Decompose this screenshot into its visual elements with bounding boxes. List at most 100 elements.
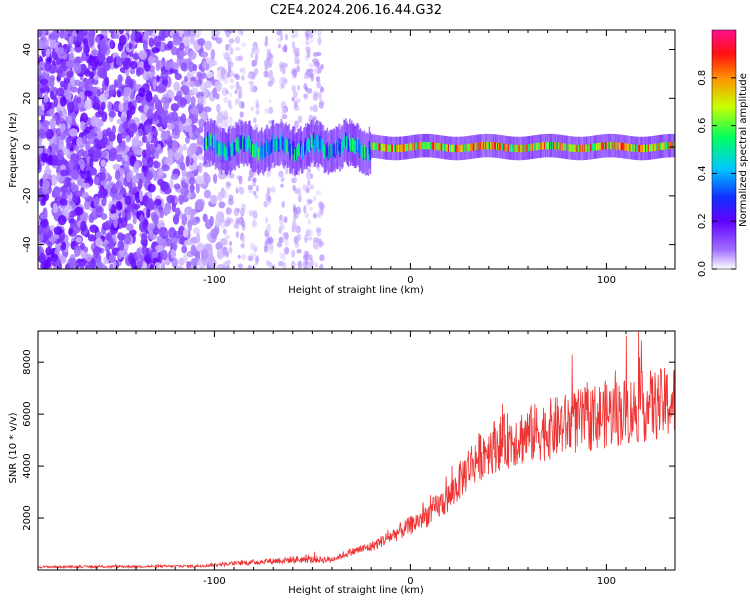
- spectrogram-sparse-cell: [240, 243, 245, 248]
- spectrogram-signal-core: [368, 141, 371, 155]
- spectrogram-noise-cell: [170, 103, 179, 112]
- spectrogram-noise-cell: [44, 39, 49, 49]
- spectrogram-noise-cell: [197, 126, 204, 134]
- spectrogram-signal-core: [607, 141, 610, 150]
- spectrogram-signal-core: [638, 144, 640, 153]
- spectrogram-sparse-cell: [237, 254, 241, 259]
- spectrogram-sparse-cell: [309, 173, 314, 180]
- spectrogram-noise-cell: [161, 181, 170, 190]
- spectrogram-noise-cell: [95, 237, 103, 247]
- spectrogram-sparse-cell: [228, 38, 235, 44]
- spectrogram-signal-core: [634, 144, 636, 152]
- spectrogram-sparse-cell: [229, 116, 233, 125]
- spectrogram-signal-core: [463, 144, 466, 152]
- spectrogram-signal-core: [656, 143, 659, 151]
- spectrogram-signal-core: [409, 143, 412, 151]
- spectrogram-signal-core: [301, 145, 303, 160]
- spectrogram-signal-core: [440, 143, 442, 151]
- spectrogram-noise-cell: [128, 78, 134, 90]
- spectrogram-sparse-cell: [265, 237, 271, 246]
- spectrogram-noise-cell: [80, 220, 87, 232]
- spectrogram-sparse-cell: [266, 186, 271, 195]
- spectrogram-signal-core: [645, 144, 648, 152]
- spectrogram-noise-cell: [43, 259, 50, 269]
- spectrogram-noise-cell: [100, 159, 106, 168]
- spectrogram-sparse-cell: [222, 264, 227, 269]
- spectrogram-signal-core: [654, 143, 657, 151]
- spectrogram-signal-core: [390, 144, 392, 153]
- spectrogram-signal-core: [213, 134, 216, 148]
- spectrogram-signal-core: [669, 141, 672, 150]
- spectrogram-sparse-cell: [308, 63, 314, 68]
- spectrogram-noise-cell: [168, 111, 175, 124]
- snr-axes: -100 0 100 2000 4000 6000 8000: [22, 331, 675, 587]
- spectrogram-signal-core: [477, 142, 480, 150]
- spectrogram-signal-core: [596, 143, 599, 151]
- spectrogram-noise-cell: [73, 62, 82, 74]
- spectrogram-noise-cell: [40, 219, 48, 229]
- spectrogram-noise-cell: [91, 64, 97, 71]
- spectrogram-signal-core: [351, 138, 354, 152]
- spectrogram-sparse-cell: [284, 246, 290, 255]
- spectrogram-noise-cell: [142, 238, 148, 248]
- spectrogram-sparse-cell: [265, 200, 270, 206]
- spectrogram-signal-core: [619, 142, 622, 150]
- spectrogram-signal-core: [206, 132, 209, 146]
- spectrogram-signal-core: [597, 142, 600, 151]
- spectrogram-signal-core: [495, 142, 497, 150]
- spectrogram-noise-cell: [195, 175, 205, 185]
- spectrogram-sparse-cell: [237, 86, 243, 93]
- spectrogram-signal-core: [559, 142, 562, 151]
- spectrogram-noise-cell: [68, 159, 75, 169]
- spectrogram-noise-cell: [111, 125, 116, 135]
- spectrogram-noise-cell: [182, 228, 189, 238]
- spectrogram-noise-cell: [151, 112, 159, 122]
- spectrogram-signal-core: [558, 142, 561, 151]
- spectrogram-noise-cell: [203, 173, 211, 185]
- spectrogram-noise-cell: [179, 42, 185, 51]
- spectrogram-signal-core: [314, 136, 317, 150]
- spectrogram-sparse-cell: [251, 219, 257, 228]
- spectrogram-signal-core: [311, 134, 314, 149]
- spectrogram-noise-cell: [51, 259, 58, 267]
- spectrogram-signal-core: [500, 143, 503, 151]
- spectrogram-noise-cell: [81, 30, 88, 36]
- spectrogram-sparse-cell: [315, 190, 322, 196]
- spectrogram-noise-cell: [42, 192, 50, 201]
- spectrogram-noise-cell: [100, 179, 106, 187]
- spectrogram-signal-core: [310, 134, 313, 148]
- spectrogram-sparse-cell: [263, 245, 269, 253]
- spectrogram-noise-cell: [179, 162, 186, 171]
- spectrogram-sparse-cell: [291, 224, 296, 230]
- spectrogram-noise-cell: [183, 117, 193, 128]
- spectrogram-noise-cell: [185, 155, 190, 168]
- spectrogram-signal-core: [484, 141, 486, 150]
- spectrogram-signal-core: [445, 144, 447, 152]
- spectrogram-noise-cell: [115, 55, 122, 66]
- spectrogram-signal-core: [502, 143, 505, 151]
- spectrogram-signal-core: [291, 145, 293, 159]
- spectrogram-noise-cell: [91, 207, 97, 218]
- spectrogram-signal-core: [548, 141, 551, 150]
- spectrogram-noise-cell: [171, 140, 179, 152]
- spectrogram-signal-core: [258, 145, 261, 159]
- snr-y-tick-label: 4000: [22, 453, 33, 478]
- spectrogram-noise-cell: [219, 238, 228, 246]
- spectrogram-sparse-cell: [264, 107, 269, 115]
- spectrogram-signal-core: [219, 141, 222, 155]
- spectrogram-signal-core: [442, 143, 444, 151]
- spectrogram-noise-cell: [216, 111, 224, 124]
- spectrogram-signal-core: [421, 142, 424, 150]
- spectrogram-signal-core: [233, 142, 235, 156]
- spectrogram-signal-core: [573, 144, 576, 152]
- spectrogram-noise-cell: [66, 115, 73, 125]
- spectrogram-noise-cell: [217, 171, 227, 180]
- spectrogram-noise-cell: [60, 61, 69, 72]
- spectrogram-signal-core: [632, 144, 634, 152]
- spectrogram-signal-core: [428, 142, 431, 150]
- spectrogram-sparse-cell: [319, 98, 323, 106]
- spectrogram-noise-cell: [45, 128, 54, 140]
- spectrogram-signal-core: [332, 143, 334, 157]
- spectrogram-noise-cell: [92, 253, 99, 260]
- spectrogram-signal-core: [222, 142, 225, 156]
